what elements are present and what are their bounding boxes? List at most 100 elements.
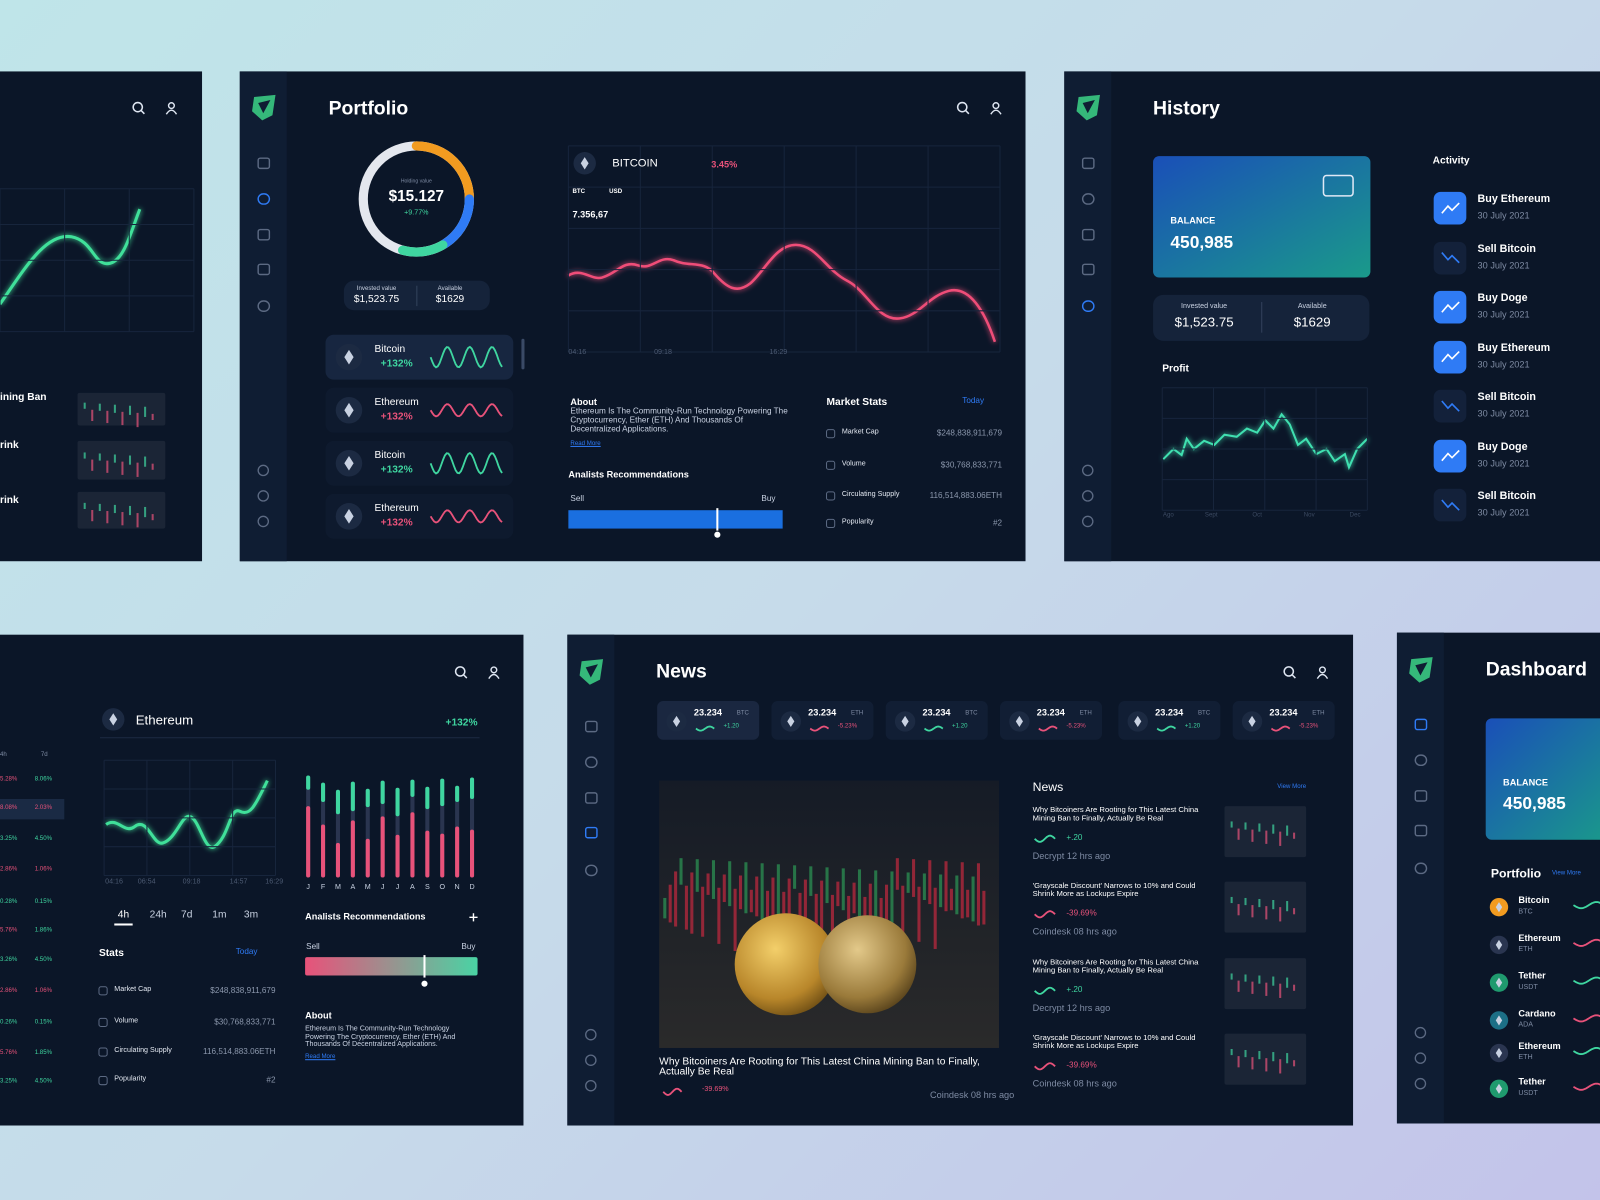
- thumbnail: [1258, 1051, 1261, 1060]
- user-icon[interactable]: [1318, 666, 1327, 674]
- feature-image: [825, 867, 829, 904]
- user-icon[interactable]: [167, 102, 175, 110]
- table-cell[interactable]: 4.50%: [34, 1078, 53, 1085]
- nav-icon[interactable]: [1414, 790, 1428, 802]
- thumbnail: [1258, 898, 1261, 908]
- thumbnail: [151, 413, 154, 420]
- stat-label: Market Cap: [841, 428, 879, 436]
- user-icon[interactable]: [490, 666, 498, 674]
- nav-icon[interactable]: [1414, 754, 1428, 767]
- nav-icon[interactable]: [257, 263, 271, 276]
- nav-icon[interactable]: [585, 1028, 597, 1041]
- activity-date: 30 July 2021: [1477, 358, 1530, 369]
- read-more-link[interactable]: Read More: [305, 1054, 336, 1061]
- search-icon[interactable]: [1283, 666, 1295, 677]
- bar-segment: [365, 838, 370, 878]
- table-cell[interactable]: 1.86%: [34, 927, 53, 934]
- table-cell[interactable]: 8.08%: [0, 805, 18, 812]
- nav-icon[interactable]: [1081, 464, 1094, 477]
- table-cell[interactable]: 4.50%: [34, 835, 53, 842]
- sidebar: [239, 71, 287, 562]
- chip-icon: [1322, 174, 1354, 197]
- table-cell[interactable]: 2.03%: [34, 805, 53, 812]
- nav-icon[interactable]: [1081, 193, 1095, 205]
- nav-icon[interactable]: [585, 1079, 597, 1092]
- table-cell[interactable]: 1.85%: [34, 1049, 53, 1057]
- range-tab[interactable]: 4h: [117, 909, 130, 921]
- table-cell[interactable]: 0.28%: [0, 898, 18, 906]
- coin-icon: [109, 713, 118, 726]
- marker: [421, 980, 428, 987]
- news-change: +.20: [1066, 832, 1083, 842]
- nav-icon[interactable]: [1414, 1026, 1427, 1039]
- nav-icon[interactable]: [1414, 1052, 1427, 1064]
- nav-icon[interactable]: [1081, 490, 1094, 502]
- nav-icon[interactable]: [1414, 718, 1428, 731]
- nav-icon[interactable]: [584, 720, 598, 733]
- feature-image: [928, 860, 932, 905]
- section-title: Profit: [1162, 363, 1189, 375]
- view-more-link[interactable]: View More: [1552, 870, 1581, 877]
- table-cell[interactable]: 5.76%: [0, 927, 18, 934]
- month-label: A: [410, 883, 415, 891]
- search-icon[interactable]: [132, 101, 144, 113]
- nav-icon[interactable]: [257, 464, 270, 477]
- table-cell[interactable]: 3.25%: [0, 835, 18, 842]
- activity-action: Buy Ethereum: [1477, 341, 1551, 354]
- range-tab[interactable]: 3m: [243, 909, 259, 921]
- table-cell[interactable]: 3.26%: [0, 957, 18, 964]
- nav-icon[interactable]: [257, 228, 271, 241]
- add-icon[interactable]: [469, 913, 478, 922]
- table-cell[interactable]: 0.15%: [34, 898, 53, 906]
- nav-icon[interactable]: [584, 756, 598, 769]
- available-value: $1629: [435, 293, 465, 306]
- table-cell[interactable]: 1.06%: [34, 866, 53, 873]
- page-title: Dashboard: [1485, 659, 1587, 681]
- nav-icon[interactable]: [1081, 300, 1095, 312]
- stat-value: $30,768,833,771: [214, 1017, 276, 1027]
- feature-image: [695, 859, 699, 892]
- period-select[interactable]: Today: [235, 946, 258, 957]
- nav-icon[interactable]: [1414, 824, 1428, 837]
- feature-image: [868, 883, 872, 921]
- nav-icon[interactable]: [1414, 1077, 1427, 1090]
- nav-icon[interactable]: [1414, 862, 1428, 875]
- table-cell[interactable]: 8.06%: [34, 776, 53, 783]
- range-tab[interactable]: 7d: [181, 909, 193, 921]
- search-icon[interactable]: [956, 101, 968, 113]
- table-cell[interactable]: 1.06%: [34, 987, 53, 994]
- month-label: Nov: [1303, 512, 1315, 519]
- nav-icon[interactable]: [257, 490, 270, 502]
- table-cell[interactable]: 5.76%: [0, 1049, 18, 1057]
- nav-icon[interactable]: [1081, 228, 1095, 241]
- table-cell[interactable]: 4.50%: [34, 957, 53, 964]
- sparkline: [429, 451, 503, 475]
- nav-icon[interactable]: [1081, 515, 1094, 528]
- table-cell[interactable]: 2.86%: [0, 987, 18, 994]
- activity-date: 30 July 2021: [1477, 457, 1530, 468]
- nav-icon[interactable]: [584, 792, 598, 804]
- table-cell[interactable]: 2.86%: [0, 866, 18, 873]
- nav-icon[interactable]: [584, 826, 598, 839]
- nav-icon[interactable]: [257, 193, 271, 205]
- user-icon[interactable]: [992, 102, 1000, 110]
- nav-icon[interactable]: [584, 864, 598, 877]
- table-cell[interactable]: 0.15%: [34, 1019, 53, 1026]
- range-tab[interactable]: 1m: [212, 909, 227, 921]
- search-icon[interactable]: [454, 666, 466, 677]
- table-cell[interactable]: 5.28%: [0, 776, 18, 783]
- read-more-link[interactable]: Read More: [570, 440, 601, 447]
- range-tab[interactable]: 24h: [149, 909, 167, 921]
- thumbnail: [1279, 907, 1282, 922]
- period-select[interactable]: Today: [962, 395, 985, 406]
- table-cell[interactable]: 3.25%: [0, 1078, 18, 1085]
- nav-icon[interactable]: [1081, 157, 1095, 170]
- nav-icon[interactable]: [257, 300, 271, 312]
- nav-icon[interactable]: [257, 515, 270, 528]
- nav-icon[interactable]: [257, 157, 271, 170]
- table-cell[interactable]: 0.26%: [0, 1019, 18, 1026]
- nav-icon[interactable]: [585, 1054, 597, 1066]
- ticker-symbol: ETH: [1079, 710, 1092, 717]
- view-more-link[interactable]: View More: [1277, 783, 1307, 790]
- nav-icon[interactable]: [1081, 263, 1095, 276]
